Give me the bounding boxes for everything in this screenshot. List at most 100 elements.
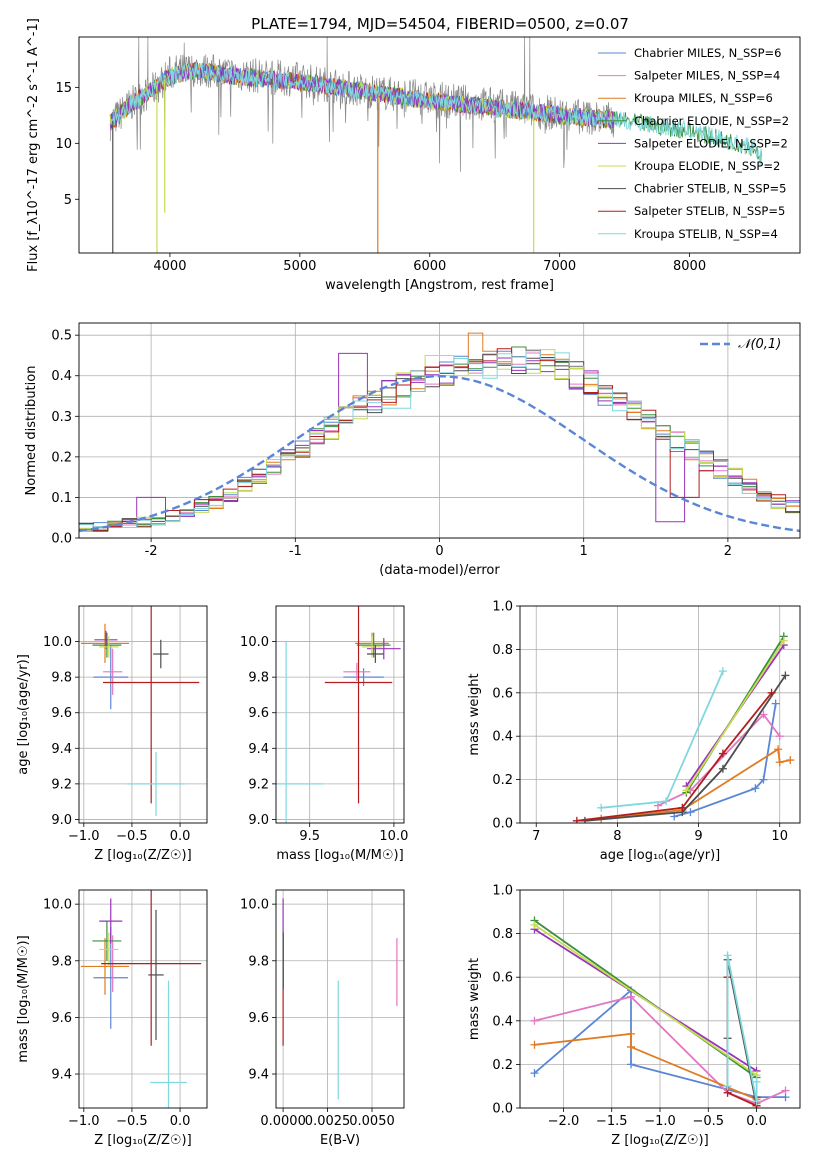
plot-area <box>572 632 795 823</box>
series-line <box>726 955 758 1102</box>
x-axis-label: Z [log₁₀(Z/Z☉)] <box>611 1133 708 1148</box>
series-marker <box>759 775 768 784</box>
spectrum-legend: Chabrier MILES, N_SSP=6 Salpeter MILES, N… <box>598 46 789 241</box>
series-marker <box>678 803 687 812</box>
y-tick-label: 9.2 <box>248 777 269 792</box>
series-line <box>533 924 758 1077</box>
series-marker <box>572 816 581 823</box>
y-tick-label: 9.4 <box>51 742 72 757</box>
series-line <box>576 692 773 822</box>
y-tick-label: 5 <box>64 193 72 208</box>
y-tick-label: 9.2 <box>51 777 72 792</box>
legend-label: Kroupa STELIB, N_SSP=4 <box>634 227 778 241</box>
observed-spectrum <box>109 37 615 172</box>
y-tick-label: 0.4 <box>492 1014 513 1029</box>
y-tick-label: 9.6 <box>248 1011 269 1026</box>
x-tick-label: 0.0025 <box>305 1114 351 1129</box>
series-line <box>657 713 781 807</box>
series-marker <box>781 1086 790 1095</box>
y-tick-label: 9.8 <box>51 954 72 969</box>
series-marker <box>775 758 784 767</box>
y-axis-label: Normed distribution <box>24 366 39 496</box>
axes-frame <box>519 605 801 824</box>
series-marker <box>530 920 539 929</box>
x-tick-label: 7 <box>532 829 540 844</box>
y-axis-label: mass [log₁₀(M/M☉)] <box>16 935 31 1062</box>
axes-frame <box>78 605 208 824</box>
x-tick-label: −0.5 <box>116 829 148 844</box>
series-marker <box>670 812 679 821</box>
y-tick-label: 0.2 <box>51 450 72 465</box>
series-marker <box>751 784 760 793</box>
y-tick-label: 9.6 <box>51 706 72 721</box>
x-tick-label: 2 <box>724 544 732 559</box>
plot-area <box>109 37 763 253</box>
x-tick-label: −0.5 <box>692 1114 724 1129</box>
x-tick-label: -2 <box>145 544 158 559</box>
plot-area <box>530 916 790 1108</box>
x-tick-label: 0.0 <box>746 1114 767 1129</box>
y-tick-label: 0.6 <box>492 971 513 986</box>
x-tick-label: 0 <box>435 544 443 559</box>
y-tick-label: 15 <box>55 81 72 96</box>
series-marker <box>779 636 788 645</box>
y-tick-label: 0.6 <box>492 686 513 701</box>
x-tick-label: 10.0 <box>379 829 408 844</box>
x-tick-label: −1.0 <box>644 1114 676 1129</box>
residuals-chart: -2 -1 0 1 2 0.0 0.1 0.2 0.3 0.4 0.5 (data-model)/er… <box>24 322 801 578</box>
series-marker <box>530 1016 539 1025</box>
plot-area <box>276 606 401 823</box>
axes-frame <box>275 605 405 824</box>
y-tick-label: 9.4 <box>248 742 269 757</box>
x-tick-label: 0.0050 <box>349 1114 395 1129</box>
y-tick-label: 9.4 <box>51 1068 72 1083</box>
series-marker <box>627 1060 636 1069</box>
plot-area <box>79 332 800 533</box>
series-marker <box>718 764 727 773</box>
y-tick-label: 9.6 <box>51 1011 72 1026</box>
axes-frame <box>78 322 801 539</box>
x-axis-label: Z [log₁₀(Z/Z☉)] <box>94 848 191 863</box>
residual-histogram <box>79 350 800 528</box>
y-tick-label: 9.8 <box>248 954 269 969</box>
x-tick-label: −0.5 <box>116 1114 148 1129</box>
legend-label: Salpeter ELODIE, N_SSP=2 <box>634 136 788 150</box>
x-axis-label: E(B-V) <box>320 1133 360 1148</box>
y-tick-label: 1.0 <box>492 600 513 615</box>
massweight_vs_Z-chart: −2.0 −1.5 −1.0 −0.5 0.0 0.0 0.2 0.4 0.6 0.8 1.0 Z [… <box>467 884 801 1148</box>
y-tick-label: 0.0 <box>492 817 513 832</box>
y-axis-label: age [log₁₀(age/yr)] <box>16 654 31 775</box>
residual-histogram <box>79 353 800 532</box>
y-tick-label: 0.3 <box>51 410 72 425</box>
series-marker <box>530 1040 539 1049</box>
y-tick-label: 0.5 <box>51 329 72 344</box>
y-tick-label: 9.0 <box>248 813 269 828</box>
series-marker <box>771 699 780 708</box>
legend-label: Kroupa ELODIE, N_SSP=2 <box>634 159 780 173</box>
y-tick-label: 9.0 <box>51 813 72 828</box>
series-marker <box>627 1029 636 1038</box>
series-marker <box>723 1082 732 1091</box>
x-tick-label: 10 <box>771 829 788 844</box>
x-axis-label: mass [log₁₀(M/M☉)] <box>276 848 403 863</box>
y-axis-label: Flux [f_λ10^-17 erg cm^-2 s^-1 A^-1] <box>26 18 41 272</box>
legend-label: 𝒩(0,1) <box>738 337 781 352</box>
x-tick-label: 9 <box>694 829 702 844</box>
residual-histogram <box>79 349 800 530</box>
legend-label: Salpeter STELIB, N_SSP=5 <box>634 204 785 218</box>
y-tick-label: 0.8 <box>492 643 513 658</box>
model-spectrum <box>110 62 763 165</box>
y-axis-label: mass weight <box>467 673 482 755</box>
x-tick-label: 0.0000 <box>260 1114 306 1129</box>
residual-histogram <box>79 348 800 531</box>
y-tick-label: 10.0 <box>240 898 269 913</box>
x-axis-label: Z [log₁₀(Z/Z☉)] <box>94 1133 191 1148</box>
age_vs_mass-chart: 9.5 10.0 9.0 9.2 9.4 9.6 9.8 10.0 mass [log₁₀(M/… <box>240 605 408 863</box>
x-tick-label: −1.0 <box>68 829 100 844</box>
axes-frame <box>275 889 405 1109</box>
y-tick-label: 0.4 <box>51 369 72 384</box>
figure-title: PLATE=1794, MJD=54504, FIBERID=0500, z=0… <box>251 15 629 33</box>
y-tick-label: 10.0 <box>43 635 72 650</box>
plot-area <box>282 898 398 1100</box>
spectrum-chart: 4000 5000 6000 7000 8000 5 10 15 wavelength [Ang… <box>26 18 801 293</box>
